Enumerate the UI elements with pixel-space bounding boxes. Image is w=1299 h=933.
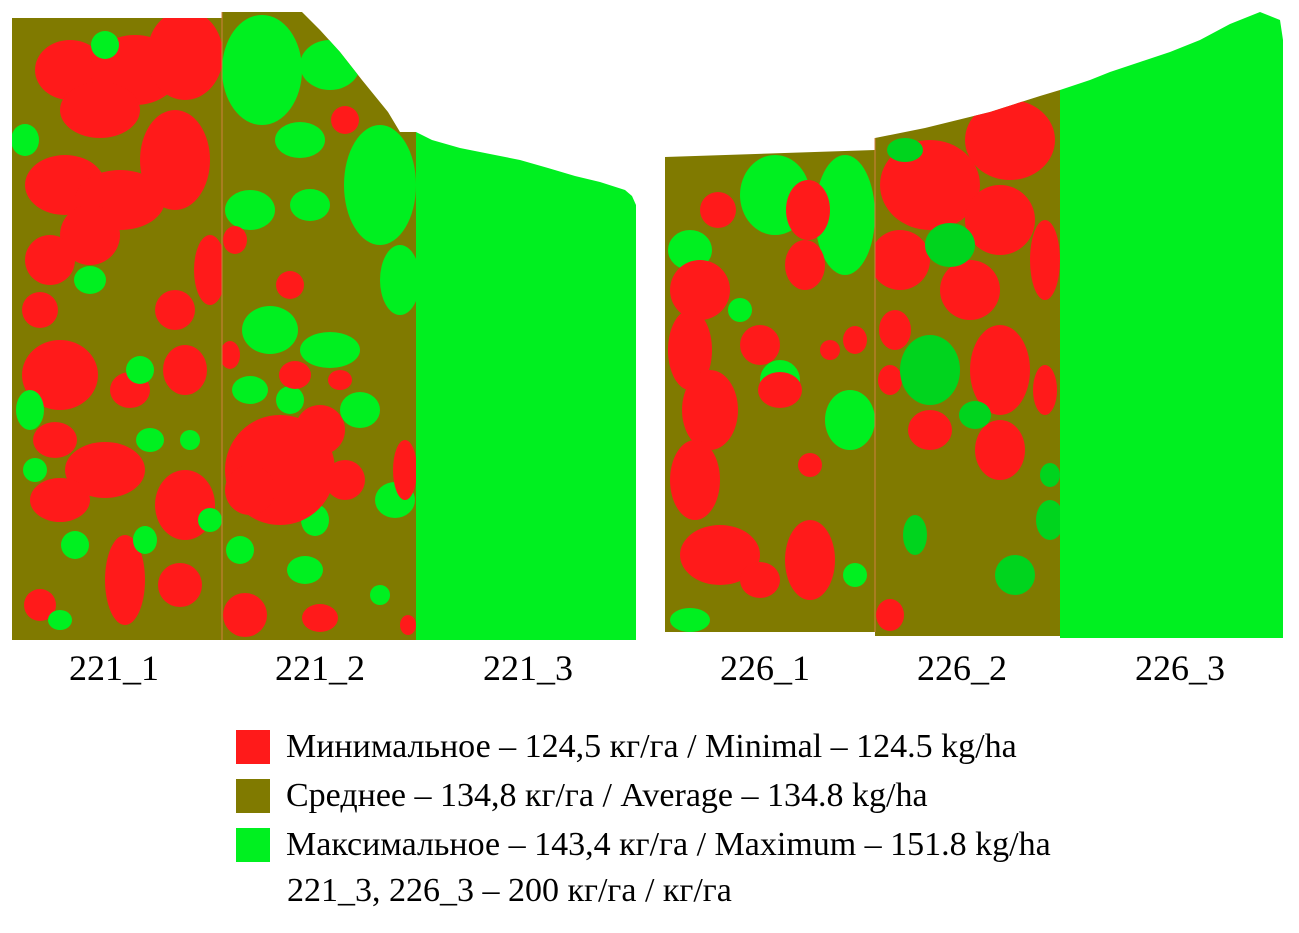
plot-221-2-zone-map bbox=[222, 12, 416, 640]
legend: Минимальное – 124,5 кг/га / Minimal – 12… bbox=[236, 722, 1236, 869]
legend-item-average: Среднее – 134,8 кг/га / Average – 134.8 … bbox=[236, 771, 1236, 820]
plot-226-1-zone-map bbox=[665, 150, 875, 632]
plot-label-226-3: 226_3 bbox=[1135, 648, 1225, 688]
legend-item-minimal: Минимальное – 124,5 кг/га / Minimal – 12… bbox=[236, 722, 1236, 771]
zones-minimal bbox=[875, 100, 1060, 631]
zones-maximum bbox=[887, 138, 1060, 595]
legend-swatch-maximum bbox=[236, 827, 270, 862]
plot-label-221-3: 221_3 bbox=[483, 648, 573, 688]
zones-maximum bbox=[668, 155, 875, 632]
legend-swatch-average bbox=[236, 778, 270, 813]
plot-label-226-1: 226_1 bbox=[720, 648, 810, 688]
field-map bbox=[12, 12, 1283, 640]
plot-label-221-1: 221_1 bbox=[69, 648, 159, 688]
legend-note: 221_3, 226_3 – 200 кг/га / кг/га bbox=[287, 872, 732, 909]
legend-item-maximum: Максимальное – 143,4 кг/га / Maximum – 1… bbox=[236, 820, 1236, 869]
legend-label-maximum: Максимальное – 143,4 кг/га / Maximum – 1… bbox=[286, 825, 1051, 863]
zones-minimal bbox=[668, 180, 867, 600]
zones-minimal bbox=[222, 106, 416, 637]
plot-226-2-zone-map bbox=[875, 90, 1060, 636]
plot-label-226-2: 226_2 bbox=[917, 648, 1007, 688]
plot-221-3-zone-map bbox=[416, 132, 636, 640]
plot-221-1-zone-map bbox=[12, 18, 222, 640]
plot-label-221-2: 221_2 bbox=[275, 648, 365, 688]
zones-maximum bbox=[12, 31, 222, 630]
legend-swatch-minimal bbox=[236, 729, 270, 764]
legend-label-average: Среднее – 134,8 кг/га / Average – 134.8 … bbox=[286, 776, 928, 814]
legend-label-minimal: Минимальное – 124,5 кг/га / Minimal – 12… bbox=[286, 727, 1017, 765]
plot-226-3-zone-map bbox=[1060, 12, 1283, 638]
